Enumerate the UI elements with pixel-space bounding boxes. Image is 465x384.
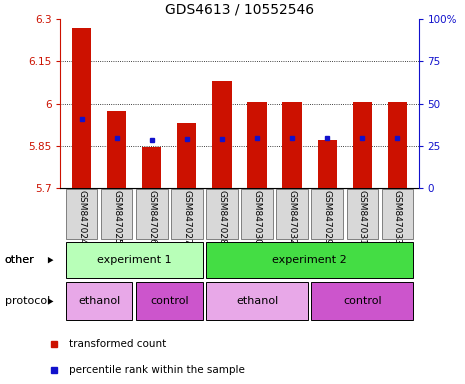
Bar xyxy=(206,242,413,278)
Bar xyxy=(101,189,133,239)
Text: GSM847024: GSM847024 xyxy=(77,190,86,245)
Bar xyxy=(66,283,133,320)
Bar xyxy=(72,28,91,188)
Text: control: control xyxy=(150,296,189,306)
Text: experiment 1: experiment 1 xyxy=(97,255,172,265)
Text: other: other xyxy=(5,255,34,265)
Bar xyxy=(382,189,413,239)
Text: GSM847032: GSM847032 xyxy=(288,190,297,245)
Text: GSM847029: GSM847029 xyxy=(323,190,332,245)
Text: GSM847027: GSM847027 xyxy=(182,190,191,245)
Bar xyxy=(177,123,197,188)
Bar xyxy=(206,189,238,239)
Bar xyxy=(312,283,413,320)
Text: ethanol: ethanol xyxy=(78,296,120,306)
Text: control: control xyxy=(343,296,382,306)
Bar xyxy=(206,283,308,320)
Bar xyxy=(142,147,161,188)
Bar xyxy=(318,140,337,188)
Polygon shape xyxy=(48,257,53,263)
Bar xyxy=(276,189,308,239)
Title: GDS4613 / 10552546: GDS4613 / 10552546 xyxy=(165,3,314,17)
Bar xyxy=(282,102,302,188)
Bar xyxy=(241,189,273,239)
Bar xyxy=(212,81,232,188)
Bar xyxy=(136,189,167,239)
Bar xyxy=(66,242,203,278)
Bar xyxy=(107,111,126,188)
Bar xyxy=(352,102,372,188)
Bar xyxy=(66,189,97,239)
Text: GSM847031: GSM847031 xyxy=(358,190,367,245)
Text: protocol: protocol xyxy=(5,296,50,306)
Text: GSM847033: GSM847033 xyxy=(393,190,402,245)
Bar xyxy=(136,283,203,320)
Text: other: other xyxy=(5,255,34,265)
Polygon shape xyxy=(48,298,53,305)
Bar xyxy=(171,189,203,239)
Text: GSM847026: GSM847026 xyxy=(147,190,156,245)
Bar xyxy=(247,102,267,188)
Text: transformed count: transformed count xyxy=(69,339,166,349)
Bar xyxy=(312,189,343,239)
Bar xyxy=(346,189,378,239)
Bar xyxy=(388,102,407,188)
Text: GSM847030: GSM847030 xyxy=(252,190,261,245)
Text: percentile rank within the sample: percentile rank within the sample xyxy=(69,365,245,375)
Text: experiment 2: experiment 2 xyxy=(272,255,347,265)
Text: GSM847028: GSM847028 xyxy=(218,190,226,245)
Text: GSM847025: GSM847025 xyxy=(112,190,121,245)
Text: ethanol: ethanol xyxy=(236,296,278,306)
